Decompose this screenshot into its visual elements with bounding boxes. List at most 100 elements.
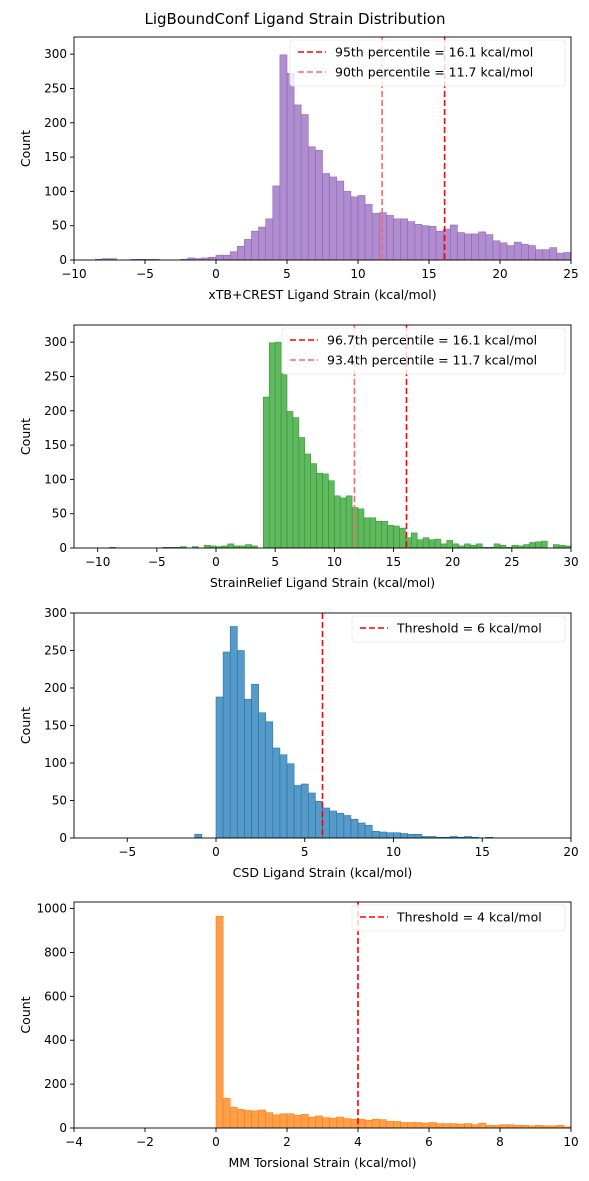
histogram-bars bbox=[194, 626, 494, 839]
histogram-bar bbox=[371, 830, 380, 839]
histogram-bar bbox=[446, 540, 453, 549]
x-tick-label: 30 bbox=[563, 555, 578, 569]
histogram-bar bbox=[506, 1124, 515, 1129]
histogram-bar bbox=[345, 495, 353, 549]
histogram-bar bbox=[258, 712, 267, 839]
histogram-bar bbox=[272, 185, 281, 261]
histogram-bar bbox=[237, 1109, 245, 1129]
figure-title: LigBoundConf Ligand Strain Distribution bbox=[144, 10, 445, 28]
x-axis-label: StrainRelief Ligand Strain (kcal/mol) bbox=[210, 575, 435, 590]
histogram-bar bbox=[485, 234, 494, 261]
histogram-bar bbox=[386, 215, 394, 261]
y-tick-label: 200 bbox=[44, 116, 67, 130]
y-tick-label: 250 bbox=[44, 369, 67, 383]
y-tick-label: 0 bbox=[59, 1121, 67, 1135]
x-tick-label: 6 bbox=[425, 1135, 433, 1149]
x-tick-label: 0 bbox=[212, 845, 220, 859]
histogram-bar bbox=[523, 544, 530, 549]
y-axis-label: Count bbox=[18, 996, 33, 1033]
x-tick-label: 20 bbox=[563, 845, 578, 859]
histogram-bar bbox=[322, 173, 330, 261]
legend-entry-label: Threshold = 4 kcal/mol bbox=[396, 910, 542, 925]
histogram-bar bbox=[464, 233, 472, 261]
legend: 96.7th percentile = 16.1 kcal/mol 93.4th … bbox=[281, 327, 566, 375]
histogram-bar bbox=[499, 242, 508, 261]
histogram-bar bbox=[298, 437, 306, 549]
x-tick-label: 0 bbox=[212, 555, 220, 569]
histogram-bar bbox=[364, 1120, 373, 1129]
legend: Threshold = 4 kcal/mol bbox=[351, 904, 566, 932]
histogram-bar bbox=[258, 1109, 267, 1129]
histogram-bar bbox=[357, 822, 366, 839]
x-tick-label: 5 bbox=[301, 845, 309, 859]
histogram-bar bbox=[435, 230, 444, 261]
histogram-bar bbox=[364, 204, 373, 261]
y-axis-label: Count bbox=[18, 130, 33, 167]
histogram-bar bbox=[357, 508, 365, 549]
histogram-bar bbox=[343, 815, 352, 839]
histogram-bar bbox=[387, 525, 394, 549]
y-tick-label: 250 bbox=[44, 644, 67, 658]
legend-box bbox=[289, 39, 566, 87]
histogram-bar bbox=[542, 249, 550, 261]
histogram-bar bbox=[457, 232, 465, 261]
histogram-bar bbox=[329, 1117, 338, 1129]
x-tick-label: 10 bbox=[350, 267, 365, 281]
histogram-bar bbox=[393, 218, 401, 261]
histogram-bar bbox=[364, 824, 373, 839]
y-tick-label: 50 bbox=[52, 507, 67, 521]
histogram-bar bbox=[350, 818, 359, 839]
histogram-bar bbox=[245, 544, 252, 549]
y-tick-label: 250 bbox=[44, 81, 67, 95]
histogram-bar bbox=[442, 1123, 451, 1129]
histogram-bar bbox=[493, 543, 501, 549]
histogram-bar bbox=[272, 747, 281, 839]
x-tick-label: 10 bbox=[386, 845, 401, 859]
histogram-bar bbox=[215, 915, 224, 1129]
histogram-bar bbox=[339, 497, 347, 549]
x-tick-label: −5 bbox=[136, 267, 154, 281]
histogram-bar bbox=[471, 1124, 480, 1129]
histogram-bar bbox=[363, 517, 371, 549]
legend-entry-label: 95th percentile = 16.1 kcal/mol bbox=[335, 45, 533, 60]
x-tick-label: 5 bbox=[271, 555, 279, 569]
x-tick-label: −5 bbox=[118, 845, 136, 859]
histogram-bar bbox=[416, 539, 424, 549]
y-axis-label: Count bbox=[18, 707, 33, 744]
legend: Threshold = 6 kcal/mol bbox=[351, 615, 566, 643]
y-tick-label: 600 bbox=[44, 989, 67, 1003]
x-tick-label: −10 bbox=[85, 555, 110, 569]
histogram-bar bbox=[293, 1114, 302, 1129]
x-tick-label: 10 bbox=[327, 555, 342, 569]
histogram-bar bbox=[457, 1123, 465, 1129]
histogram-bar bbox=[343, 191, 352, 261]
histogram-bar bbox=[307, 792, 316, 839]
histogram-bar bbox=[393, 525, 400, 549]
histogram-bar bbox=[393, 1121, 401, 1129]
histogram-bar bbox=[251, 683, 259, 839]
histogram-bar bbox=[506, 245, 515, 261]
legend: 95th percentile = 16.1 kcal/mol 90th perc… bbox=[289, 39, 566, 87]
histogram-bar bbox=[357, 195, 366, 261]
histogram-bar bbox=[292, 417, 300, 549]
histogram-bar bbox=[315, 1115, 323, 1129]
y-tick-label: 100 bbox=[44, 472, 67, 486]
y-tick-label: 100 bbox=[44, 184, 67, 198]
histogram-bar bbox=[244, 698, 252, 839]
histogram-bar bbox=[400, 218, 409, 261]
y-tick-label: 0 bbox=[59, 253, 67, 267]
legend-box bbox=[351, 615, 566, 643]
y-tick-label: 150 bbox=[44, 438, 67, 452]
legend-entry-label: Threshold = 6 kcal/mol bbox=[396, 621, 542, 636]
x-tick-label: 10 bbox=[563, 1135, 578, 1149]
x-axis-label: CSD Ligand Strain (kcal/mol) bbox=[233, 865, 413, 880]
histogram-bar bbox=[227, 543, 235, 549]
histogram-bar bbox=[435, 1123, 444, 1129]
histogram-bar bbox=[329, 176, 338, 261]
histogram-bar bbox=[452, 543, 459, 549]
histogram-bar bbox=[407, 221, 416, 261]
histogram-bar bbox=[286, 411, 294, 549]
histogram-bar bbox=[222, 651, 231, 839]
